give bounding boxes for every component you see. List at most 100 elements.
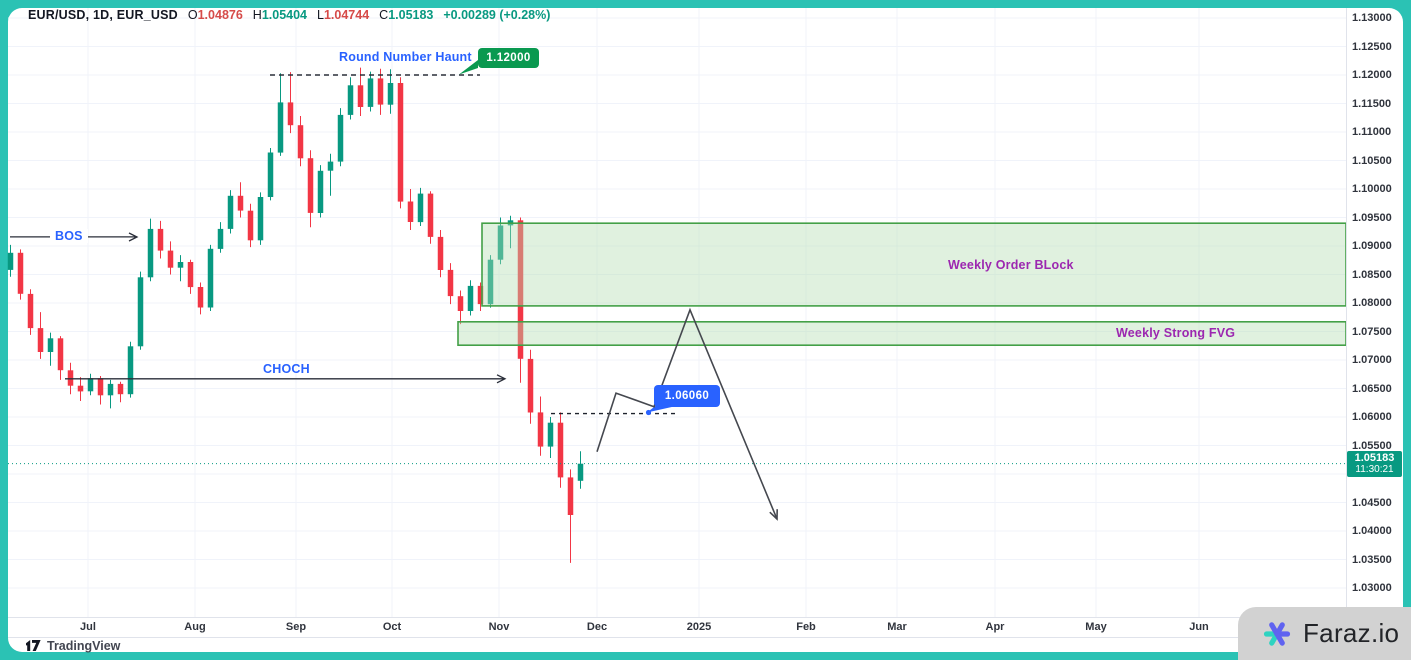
- candle-body: [47, 338, 54, 352]
- price-tick: 1.09500: [1352, 211, 1392, 224]
- symbol-header[interactable]: EUR/USD, 1D, EUR_USD O1.04876 H1.05404 L…: [28, 8, 550, 22]
- time-tick: Feb: [796, 621, 816, 633]
- open-value: O1.04876: [187, 8, 243, 22]
- tradingview-label: TradingView: [47, 639, 121, 653]
- candle-body: [377, 78, 384, 105]
- price-tick: 1.10500: [1352, 154, 1392, 167]
- time-tick: 2025: [686, 621, 712, 633]
- candle-body: [347, 85, 354, 115]
- time-tick: Dec: [586, 621, 608, 633]
- price-tick: 1.12500: [1352, 40, 1392, 53]
- candle-body: [317, 170, 324, 213]
- candle-body: [157, 228, 164, 251]
- candle-body: [167, 250, 174, 268]
- candle-body: [437, 236, 444, 270]
- candle-body: [267, 152, 274, 197]
- bos-arrowhead: [128, 232, 139, 242]
- candle-body: [357, 85, 364, 107]
- candle-body: [227, 195, 234, 229]
- price-tick: 1.12000: [1352, 69, 1392, 81]
- price-tick: 1.06000: [1352, 411, 1392, 423]
- faraz-watermark: Faraz.io: [1238, 607, 1411, 660]
- candle-body: [387, 83, 394, 105]
- price-tick: 1.08000: [1352, 297, 1392, 309]
- time-axis-separator: [8, 617, 1403, 618]
- attribution-separator: [8, 637, 1403, 638]
- choch-label[interactable]: CHOCH: [263, 362, 310, 376]
- candle-body: [37, 328, 44, 352]
- candle-body: [307, 158, 314, 213]
- time-tick: May: [1085, 621, 1107, 633]
- candle-body: [147, 228, 154, 278]
- change-value: +0.00289 (+0.28%): [443, 8, 551, 22]
- target-anchor-dot: [645, 409, 652, 416]
- current-price-badge: 1.05183 11:30:21: [1347, 451, 1402, 477]
- time-tick: Oct: [382, 621, 402, 633]
- round-number-price-badge[interactable]: 1.12000: [478, 48, 539, 68]
- candle-body: [107, 383, 114, 396]
- price-tick: 1.09000: [1352, 240, 1392, 252]
- bos-label[interactable]: BOS: [50, 229, 88, 243]
- candle-body: [367, 78, 374, 107]
- candle-body: [117, 383, 124, 395]
- candle-body: [77, 385, 84, 392]
- choch-arrowhead: [496, 374, 507, 384]
- price-tick: 1.13000: [1352, 12, 1392, 24]
- candle-body: [527, 358, 534, 413]
- candle-body: [327, 161, 334, 171]
- zone-box[interactable]: [481, 222, 1347, 307]
- candle-body: [557, 422, 564, 478]
- candle-body: [487, 259, 494, 305]
- candle-body: [197, 287, 204, 308]
- candle-body: [27, 293, 34, 329]
- price-tick: 1.10000: [1352, 183, 1392, 195]
- low-value: L1.04744: [317, 8, 370, 22]
- candle-body: [137, 277, 144, 347]
- time-tick: Sep: [285, 621, 307, 633]
- candle-body: [517, 220, 524, 359]
- price-tick: 1.04500: [1352, 496, 1392, 509]
- price-tick: 1.11000: [1352, 126, 1392, 138]
- candle-body: [577, 463, 584, 481]
- candle-body: [287, 102, 294, 126]
- projection-path[interactable]: [596, 307, 778, 520]
- time-tick: Mar: [887, 621, 907, 633]
- tradingview-logo-icon: [26, 640, 41, 651]
- candle-body: [217, 228, 224, 249]
- round-badge-tail: [459, 60, 478, 75]
- candle-body: [187, 262, 194, 288]
- candle-body: [547, 422, 554, 447]
- time-axis[interactable]: Jul Aug Sep Oct Nov Dec 2025 Feb Mar Apr May Jun: [8, 618, 1346, 637]
- projection-arrowhead: [769, 509, 778, 521]
- weekly-strong-fvg-label[interactable]: Weekly Strong FVG: [1116, 326, 1236, 340]
- round-number-label[interactable]: Round Number Haunt: [339, 50, 472, 64]
- candle-body: [67, 370, 74, 386]
- candle-body: [207, 248, 214, 308]
- time-tick: Jul: [80, 621, 96, 633]
- price-axis[interactable]: 1.13000 1.12500 1.12000 1.11500 1.11000 1.105…: [1346, 8, 1403, 637]
- candle-body: [467, 285, 474, 311]
- close-value: C1.05183: [379, 8, 434, 22]
- price-axis-separator: [1346, 8, 1347, 637]
- chart-card: [8, 8, 1403, 652]
- candle-body: [537, 412, 544, 447]
- time-tick: Jun: [1189, 621, 1209, 633]
- tradingview-attribution[interactable]: TradingView: [26, 639, 120, 653]
- candle-body: [87, 378, 94, 392]
- candle-body: [247, 210, 254, 241]
- high-value: H1.05404: [252, 8, 308, 22]
- candle-body: [177, 262, 184, 268]
- candle-body: [7, 252, 14, 270]
- target-price-badge[interactable]: 1.06060: [654, 385, 720, 407]
- price-tick: 1.05500: [1352, 439, 1392, 452]
- candle-body: [497, 225, 504, 260]
- candle-body: [397, 83, 404, 202]
- candle-body: [427, 193, 434, 237]
- current-price-value: 1.05183: [1354, 452, 1395, 464]
- price-tick: 1.03500: [1352, 553, 1392, 566]
- weekly-order-block-label[interactable]: Weekly Order BLock: [948, 258, 1074, 272]
- price-tick: 1.04000: [1352, 525, 1392, 537]
- candle-body: [57, 338, 64, 371]
